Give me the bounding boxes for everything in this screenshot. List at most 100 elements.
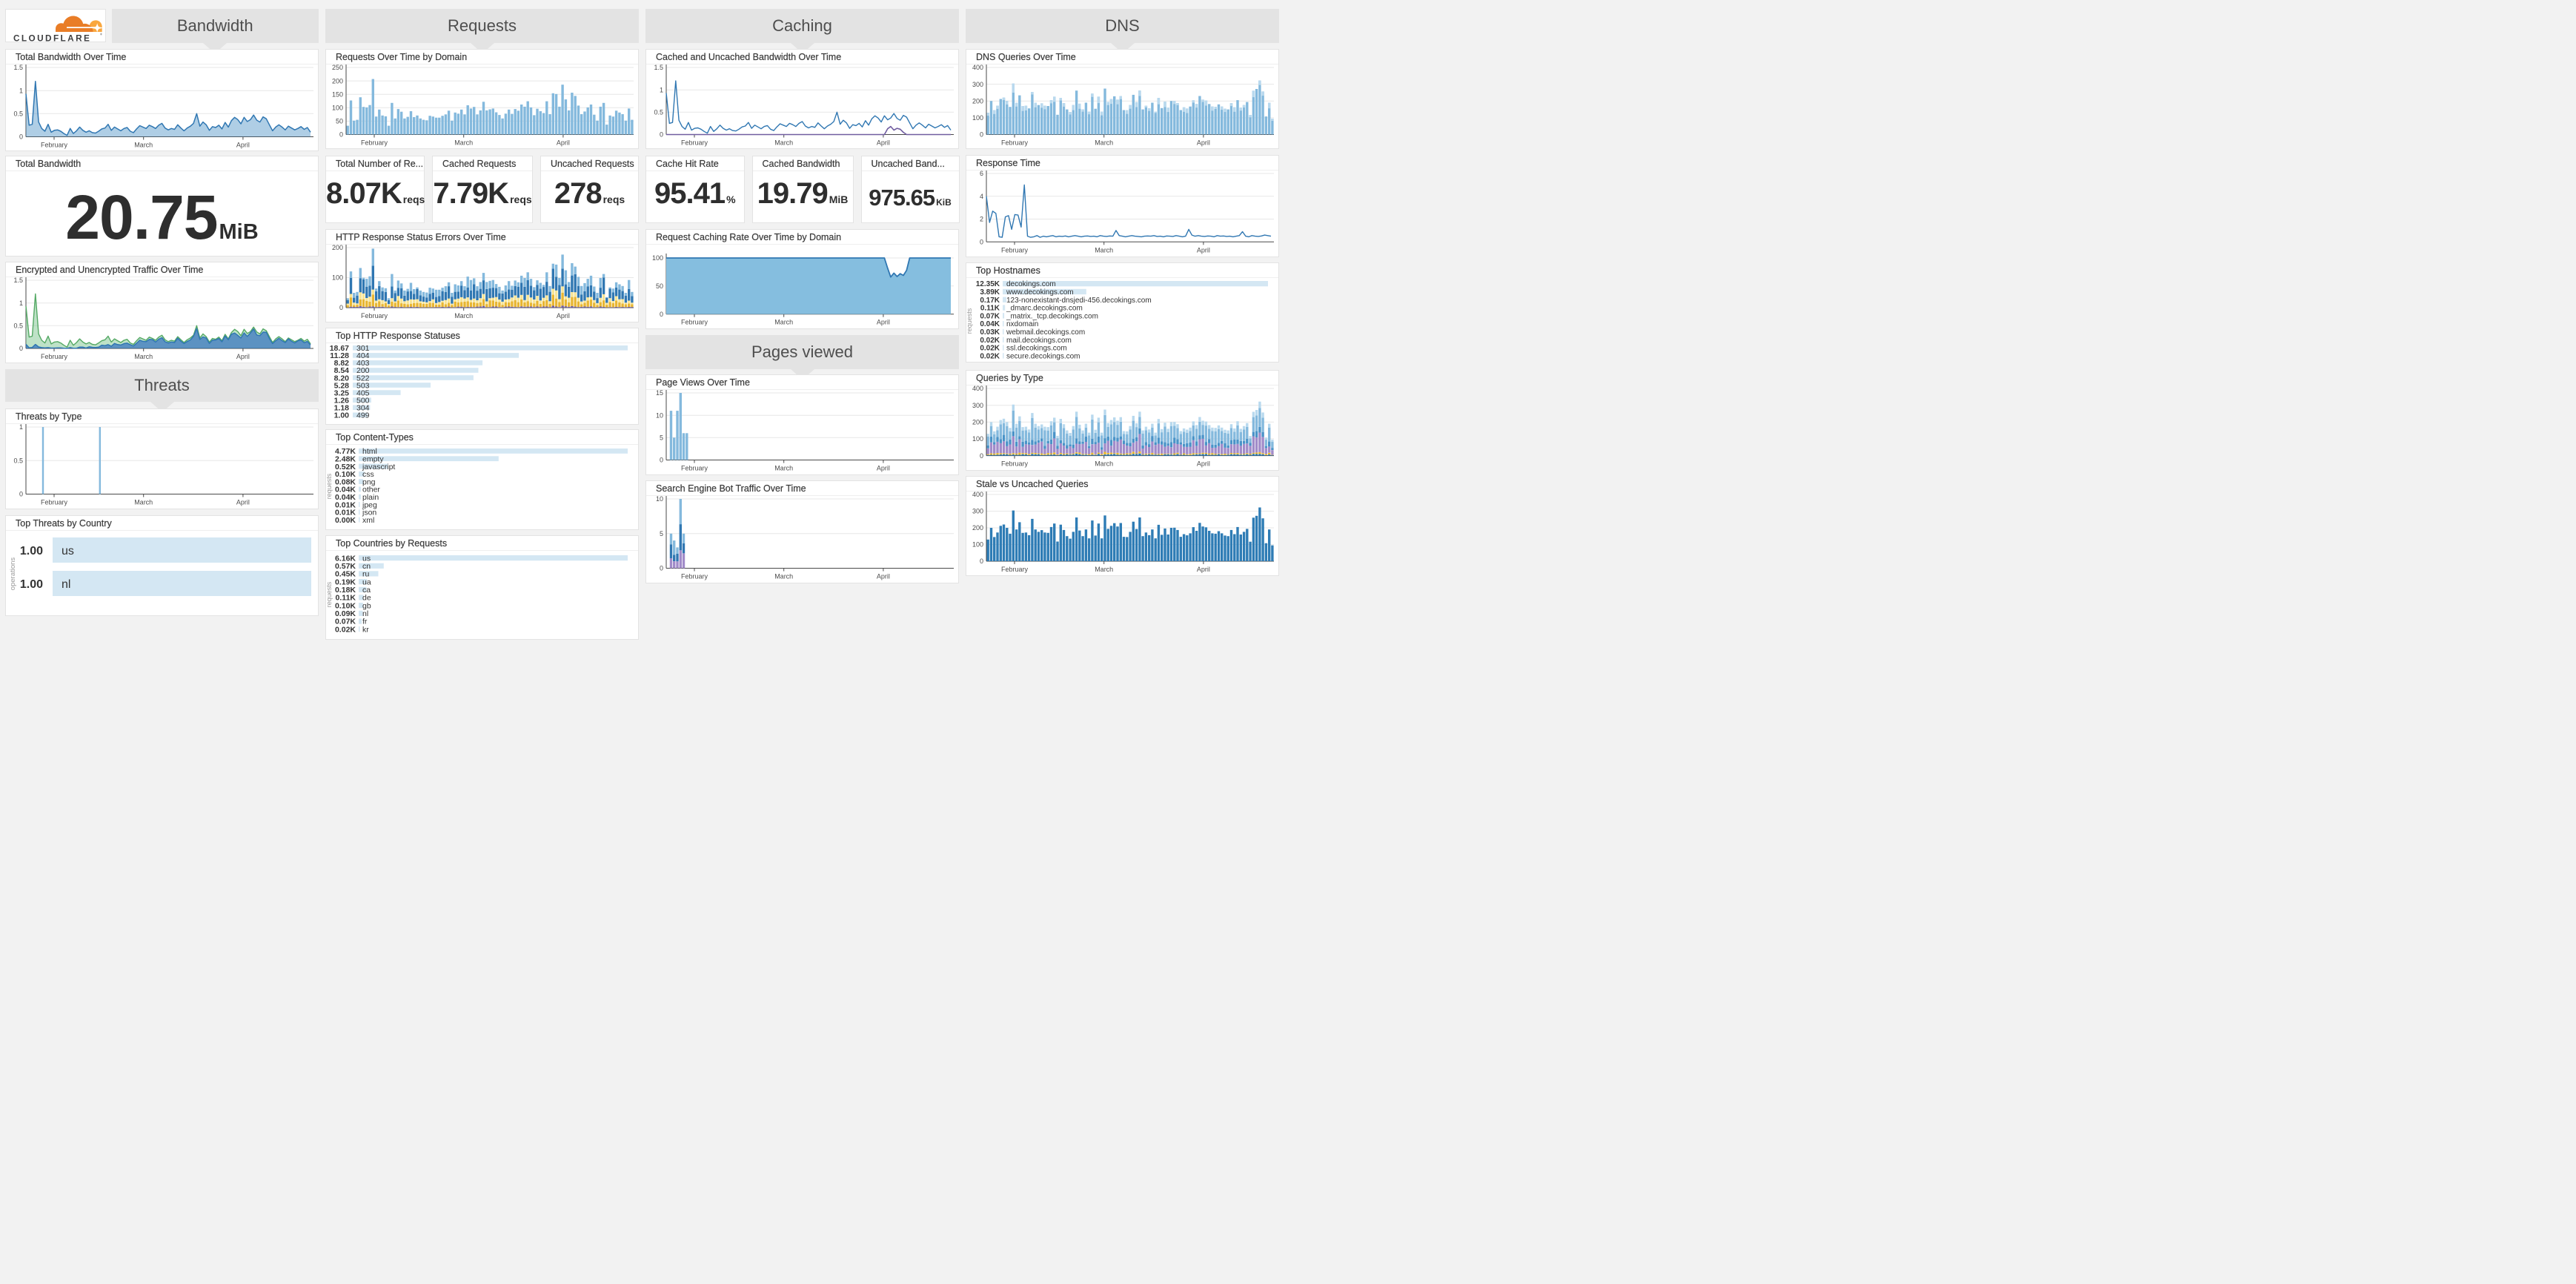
svg-text:304: 304 <box>356 404 370 413</box>
svg-text:requests: requests <box>326 581 333 607</box>
svg-text:0.09K: 0.09K <box>335 609 356 618</box>
svg-text:0: 0 <box>339 130 343 138</box>
svg-text:522: 522 <box>356 374 370 383</box>
svg-text:1.26: 1.26 <box>334 397 350 406</box>
svg-text:405: 405 <box>356 389 370 398</box>
svg-text:April: April <box>1197 460 1210 468</box>
svg-text:150: 150 <box>332 90 343 98</box>
svg-text:3.25: 3.25 <box>334 389 350 398</box>
svg-text:2.48K: 2.48K <box>335 454 356 463</box>
svg-text:April: April <box>877 573 890 580</box>
svg-text:10: 10 <box>656 411 663 419</box>
svg-text:301: 301 <box>356 344 370 353</box>
svg-text:0.02K: 0.02K <box>980 353 1000 361</box>
svg-text:100: 100 <box>972 541 983 549</box>
svg-text:empty: empty <box>362 454 384 463</box>
svg-text:kr: kr <box>362 625 369 634</box>
svg-text:100: 100 <box>972 114 983 122</box>
svg-text:499: 499 <box>356 411 370 420</box>
svg-text:100: 100 <box>652 254 663 262</box>
svg-text:®: ® <box>100 32 102 36</box>
svg-text:500: 500 <box>356 397 370 406</box>
svg-text:503: 503 <box>356 382 370 391</box>
svg-text:1: 1 <box>19 87 23 94</box>
svg-text:403: 403 <box>356 359 370 368</box>
svg-text:10: 10 <box>656 496 663 503</box>
svg-text:March: March <box>774 465 793 472</box>
svg-text:March: March <box>1095 247 1113 254</box>
svg-text:0: 0 <box>19 345 23 352</box>
svg-text:March: March <box>1095 460 1113 468</box>
svg-text:50: 50 <box>336 117 343 125</box>
svg-text:0.5: 0.5 <box>13 322 23 330</box>
svg-text:2: 2 <box>980 216 983 223</box>
svg-text:0: 0 <box>980 130 983 138</box>
svg-text:0.18K: 0.18K <box>335 586 356 595</box>
svg-text:March: March <box>454 312 473 320</box>
svg-text:0.11K: 0.11K <box>980 305 1000 313</box>
svg-text:0.00K: 0.00K <box>335 516 356 525</box>
svg-text:200: 200 <box>972 97 983 105</box>
svg-text:0.04K: 0.04K <box>335 493 356 502</box>
svg-text:3.89K: 3.89K <box>980 288 1000 297</box>
svg-text:400: 400 <box>972 64 983 71</box>
svg-text:February: February <box>41 141 68 148</box>
svg-text:ssl.decokings.com: ssl.decokings.com <box>1006 345 1067 353</box>
svg-text:0: 0 <box>19 133 23 140</box>
svg-text:March: March <box>774 573 793 580</box>
svg-text:css: css <box>362 470 374 479</box>
svg-text:300: 300 <box>972 80 983 87</box>
svg-text:400: 400 <box>972 385 983 392</box>
svg-text:secure.decokings.com: secure.decokings.com <box>1006 353 1080 361</box>
svg-text:200: 200 <box>356 366 370 375</box>
svg-text:100: 100 <box>332 104 343 111</box>
svg-text:200: 200 <box>972 524 983 532</box>
svg-text:cn: cn <box>362 562 371 571</box>
svg-text:0.57K: 0.57K <box>335 562 356 571</box>
svg-text:8.82: 8.82 <box>334 359 350 368</box>
svg-text:plain: plain <box>362 493 379 502</box>
svg-text:0.04K: 0.04K <box>980 320 1000 328</box>
svg-text:0.52K: 0.52K <box>335 463 356 471</box>
svg-text:0: 0 <box>19 491 23 498</box>
svg-text:0.01K: 0.01K <box>335 500 356 509</box>
svg-text:CLOUDFLARE: CLOUDFLARE <box>13 33 91 43</box>
svg-text:html: html <box>362 447 377 456</box>
svg-text:4: 4 <box>980 193 983 200</box>
svg-text:April: April <box>557 139 570 146</box>
svg-text:300: 300 <box>972 402 983 409</box>
svg-text:6: 6 <box>980 171 983 177</box>
svg-text:March: March <box>134 499 153 506</box>
svg-text:April: April <box>236 353 250 360</box>
svg-text:us: us <box>62 545 74 557</box>
svg-text:5: 5 <box>660 530 663 537</box>
svg-text:15: 15 <box>656 390 663 397</box>
svg-text:April: April <box>1197 139 1210 146</box>
svg-text:8.20: 8.20 <box>334 374 350 383</box>
svg-text:6.16K: 6.16K <box>335 554 356 563</box>
svg-text:0.03K: 0.03K <box>980 328 1000 337</box>
svg-text:0: 0 <box>980 452 983 460</box>
svg-text:ru: ru <box>362 570 369 579</box>
svg-text:mail.decokings.com: mail.decokings.com <box>1006 337 1072 345</box>
svg-text:5.28: 5.28 <box>334 382 350 391</box>
svg-text:operations: operations <box>9 557 17 591</box>
svg-text:0.04K: 0.04K <box>335 485 356 494</box>
svg-text:11.28: 11.28 <box>330 351 349 360</box>
svg-text:300: 300 <box>972 508 983 515</box>
svg-text:other: other <box>362 485 380 494</box>
svg-text:100: 100 <box>332 274 343 282</box>
svg-text:5: 5 <box>660 434 663 442</box>
svg-text:0.01K: 0.01K <box>335 508 356 517</box>
svg-text:1.00: 1.00 <box>20 578 43 591</box>
svg-text:0.5: 0.5 <box>13 457 23 465</box>
svg-text:xml: xml <box>362 516 374 525</box>
svg-text:April: April <box>877 319 890 326</box>
svg-text:json: json <box>362 508 376 517</box>
svg-text:March: March <box>134 353 153 360</box>
svg-text:0.19K: 0.19K <box>335 578 356 586</box>
svg-text:200: 200 <box>332 245 343 251</box>
svg-text:April: April <box>1197 566 1210 573</box>
svg-text:200: 200 <box>972 419 983 426</box>
svg-text:February: February <box>361 312 388 320</box>
